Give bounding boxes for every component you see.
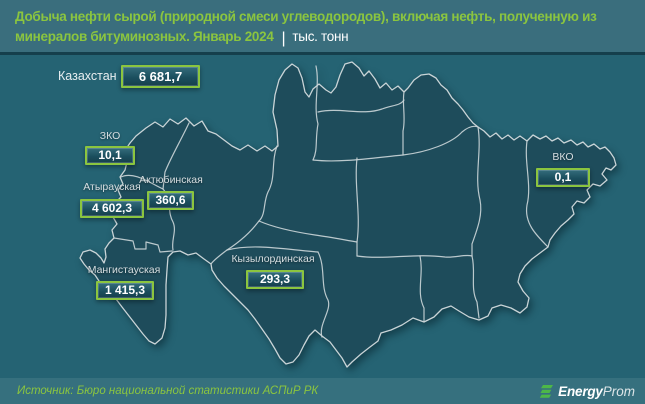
region-label-aktobe: Актюбинская (139, 174, 203, 186)
region-value-kyzylorda: 293,3 (246, 270, 304, 289)
region-value-atyrau: 4 602,3 (80, 199, 144, 218)
energyprom-icon (539, 384, 554, 398)
logo-text-light: Prom (602, 383, 635, 399)
region-label-atyrau: Атырауская (83, 181, 141, 193)
logo-text-bold: Energy (558, 383, 603, 399)
source-text: Источник: Бюро национальной статистики А… (17, 385, 319, 397)
region-borders (113, 65, 549, 338)
region-value-aktobe: 360,6 (147, 191, 194, 210)
footer: Источник: Бюро национальной статистики А… (0, 378, 645, 404)
region-label-zko: ЗКО (99, 130, 121, 142)
region-label-vko: ВКО (552, 151, 574, 163)
map-area: Казахстан 6 681,7 ЗКО 10,1 Атырауская 4 … (0, 55, 645, 378)
total-label: Казахстан (58, 69, 117, 83)
country-silhouette (79, 61, 617, 368)
region-value-vko: 0,1 (536, 168, 590, 187)
page-title: Добыча нефти сырой (природной смеси угле… (15, 7, 631, 49)
energyprom-logo: Energy Prom (538, 384, 635, 399)
title-units: тыс. тонн (292, 29, 349, 44)
title-line2: минералов битуминозных. Январь 2024 (15, 29, 274, 44)
header: Добыча нефти сырой (природной смеси угле… (0, 0, 645, 52)
region-value-mangystau: 1 415,3 (96, 281, 154, 300)
region-label-kyzylorda: Кызылординская (231, 253, 315, 265)
region-value-zko: 10,1 (85, 146, 135, 165)
total-value-box: 6 681,7 (121, 65, 200, 88)
header-divider (0, 52, 645, 55)
title-separator: | (281, 30, 286, 47)
region-label-mangystau: Мангистауская (87, 264, 161, 276)
title-line1: Добыча нефти сырой (природной смеси угле… (15, 9, 597, 24)
